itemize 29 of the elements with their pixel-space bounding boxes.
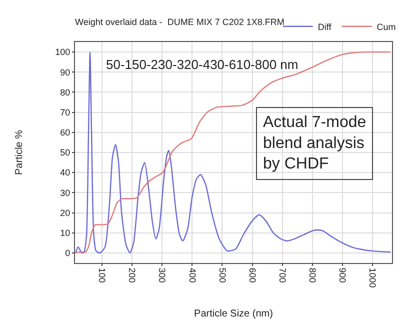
y-axis-title: Particle % xyxy=(14,130,26,176)
x-tick-label: 300 xyxy=(157,268,168,283)
y-tick-label: 90 xyxy=(60,67,70,78)
x-tick-label: 900 xyxy=(337,268,348,283)
y-tick-label: 30 xyxy=(60,188,70,198)
y-tick-label: 100 xyxy=(55,47,70,58)
chart-title: Weight overlaid data - DUME MIX 7 C202 1X8.FRM xyxy=(75,17,284,27)
annotation: Actual 7-mode blend analysis by CHDF xyxy=(263,114,366,173)
y-tick-label: 80 xyxy=(60,87,70,98)
x-tick-label: 600 xyxy=(247,268,258,283)
y-tick-label: 0 xyxy=(65,248,70,258)
annotation: 50-150-230-320-430-610-800 nm xyxy=(106,57,298,72)
x-axis-title: Particle Size (nm) xyxy=(194,308,273,320)
x-tick-label: 400 xyxy=(187,268,198,283)
x-tick-label: 500 xyxy=(217,268,228,283)
line-series xyxy=(75,51,392,254)
y-tick-label: 40 xyxy=(60,168,70,178)
legend-label: Cum xyxy=(376,22,396,32)
x-tick-label: 700 xyxy=(277,268,288,283)
legend-label: Diff xyxy=(318,22,332,32)
x-tick-label: 200 xyxy=(127,268,138,283)
y-tick-label: 10 xyxy=(60,228,70,238)
x-tick-label: 100 xyxy=(97,268,108,283)
y-tick-label: 60 xyxy=(60,128,70,138)
y-tick-label: 50 xyxy=(60,148,70,158)
y-tick-label: 70 xyxy=(60,107,70,118)
x-tick-label: 800 xyxy=(307,268,318,283)
y-tick-label: 20 xyxy=(60,208,70,218)
x-tick-label: 1000 xyxy=(368,268,378,288)
